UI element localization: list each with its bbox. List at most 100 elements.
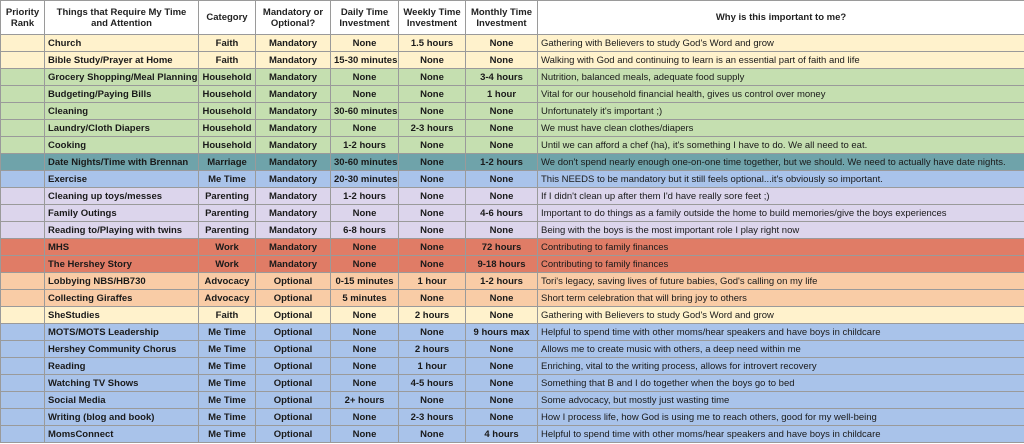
value-cell: Faith [198, 34, 256, 52]
value-cell: 4 hours [465, 425, 538, 443]
value-cell: None [398, 221, 466, 239]
reason-cell: Some advocacy, but mostly just wasting t… [537, 391, 1024, 409]
item-cell: The Hershey Story [44, 255, 199, 273]
value-cell: 4-5 hours [398, 374, 466, 392]
value-cell: Parenting [198, 221, 256, 239]
value-cell: None [465, 340, 538, 358]
value-cell: Mandatory [255, 170, 331, 188]
table-row: MHS Work Mandatory None None 72 hours Contribu… [0, 238, 1024, 256]
reason-cell: Contributing to family finances [537, 238, 1024, 256]
table-row: Laundry/Cloth Diapers Household Mandatory N… [0, 119, 1024, 137]
value-cell: None [330, 425, 399, 443]
value-cell: 5 minutes [330, 289, 399, 307]
reason-cell: We must have clean clothes/diapers [537, 119, 1024, 137]
value-cell: Marriage [198, 153, 256, 171]
reason-cell: This NEEDS to be mandatory but it still … [537, 170, 1024, 188]
reason-cell: Helpful to spend time with other moms/he… [537, 323, 1024, 341]
table-row: Social Media Me Time Optional 2+ hours None N… [0, 391, 1024, 409]
value-cell: None [398, 68, 466, 86]
value-cell: None [330, 340, 399, 358]
header-cell: Category [198, 0, 256, 35]
value-cell: Me Time [198, 170, 256, 188]
value-cell: 1-2 hours [330, 187, 399, 205]
value-cell: Me Time [198, 357, 256, 375]
value-cell: None [330, 34, 399, 52]
value-cell: 2+ hours [330, 391, 399, 409]
value-cell: None [398, 323, 466, 341]
value-cell: 9-18 hours [465, 255, 538, 273]
value-cell: None [330, 306, 399, 324]
item-cell: Bible Study/Prayer at Home [44, 51, 199, 69]
value-cell: Optional [255, 306, 331, 324]
value-cell: None [398, 136, 466, 154]
item-cell: Date Nights/Time with Brennan [44, 153, 199, 171]
header-cell: Why is this important to me? [537, 0, 1024, 35]
reason-cell: Gathering with Believers to study God's … [537, 306, 1024, 324]
value-cell: Me Time [198, 391, 256, 409]
value-cell: Mandatory [255, 34, 331, 52]
value-cell: Me Time [198, 323, 256, 341]
value-cell: 1 hour [398, 357, 466, 375]
value-cell: 20-30 minutes [330, 170, 399, 188]
value-cell: Mandatory [255, 85, 331, 103]
rank-cell [0, 102, 45, 120]
value-cell: None [398, 289, 466, 307]
value-cell: None [398, 391, 466, 409]
value-cell: Work [198, 238, 256, 256]
reason-cell: Until we can afford a chef (ha), it's so… [537, 136, 1024, 154]
table-row: Cooking Household Mandatory 1-2 hours None No… [0, 136, 1024, 154]
item-cell: Cleaning up toys/messes [44, 187, 199, 205]
value-cell: Parenting [198, 187, 256, 205]
rank-cell [0, 51, 45, 69]
table-row: Collecting Giraffes Advocacy Optional 5 min… [0, 289, 1024, 307]
value-cell: None [330, 119, 399, 137]
value-cell: Optional [255, 408, 331, 426]
rank-cell [0, 272, 45, 290]
rank-cell [0, 374, 45, 392]
value-cell: None [465, 136, 538, 154]
reason-cell: If I didn't clean up after them I'd have… [537, 187, 1024, 205]
rank-cell [0, 391, 45, 409]
item-cell: Budgeting/Paying Bills [44, 85, 199, 103]
rank-cell [0, 340, 45, 358]
table-row: MOTS/MOTS Leadership Me Time Optional None N… [0, 323, 1024, 341]
value-cell: None [398, 170, 466, 188]
value-cell: 30-60 minutes [330, 153, 399, 171]
reason-cell: Vital for our household financial health… [537, 85, 1024, 103]
value-cell: Optional [255, 357, 331, 375]
value-cell: 72 hours [465, 238, 538, 256]
value-cell: Mandatory [255, 136, 331, 154]
header-row: Priority Rank Things that Require My Time… [0, 0, 1024, 35]
value-cell: Optional [255, 323, 331, 341]
reason-cell: Unfortunately it's important ;) [537, 102, 1024, 120]
value-cell: None [330, 85, 399, 103]
value-cell: 1-2 hours [465, 272, 538, 290]
value-cell: None [398, 187, 466, 205]
table-row: Bible Study/Prayer at Home Faith Mandatory… [0, 51, 1024, 69]
value-cell: None [398, 85, 466, 103]
value-cell: None [330, 357, 399, 375]
reason-cell: We don't spend nearly enough one-on-one … [537, 153, 1024, 171]
value-cell: Optional [255, 340, 331, 358]
item-cell: Cooking [44, 136, 199, 154]
value-cell: Mandatory [255, 102, 331, 120]
value-cell: None [330, 255, 399, 273]
reason-cell: Allows me to create music with others, a… [537, 340, 1024, 358]
value-cell: Advocacy [198, 272, 256, 290]
rank-cell [0, 306, 45, 324]
header-cell: Things that Require My Time and Attentio… [44, 0, 199, 35]
item-cell: Laundry/Cloth Diapers [44, 119, 199, 137]
header-cell: Monthly Time Investment [465, 0, 538, 35]
table-row: Reading to/Playing with twins Parenting Ma… [0, 221, 1024, 239]
value-cell: None [465, 289, 538, 307]
header-cell: Mandatory or Optional? [255, 0, 331, 35]
value-cell: Household [198, 85, 256, 103]
value-cell: Me Time [198, 340, 256, 358]
value-cell: 0-15 minutes [330, 272, 399, 290]
value-cell: None [330, 238, 399, 256]
value-cell: 1-2 hours [330, 136, 399, 154]
value-cell: 2-3 hours [398, 408, 466, 426]
reason-cell: Nutrition, balanced meals, adequate food… [537, 68, 1024, 86]
reason-cell: Gathering with Believers to study God's … [537, 34, 1024, 52]
value-cell: 2 hours [398, 340, 466, 358]
